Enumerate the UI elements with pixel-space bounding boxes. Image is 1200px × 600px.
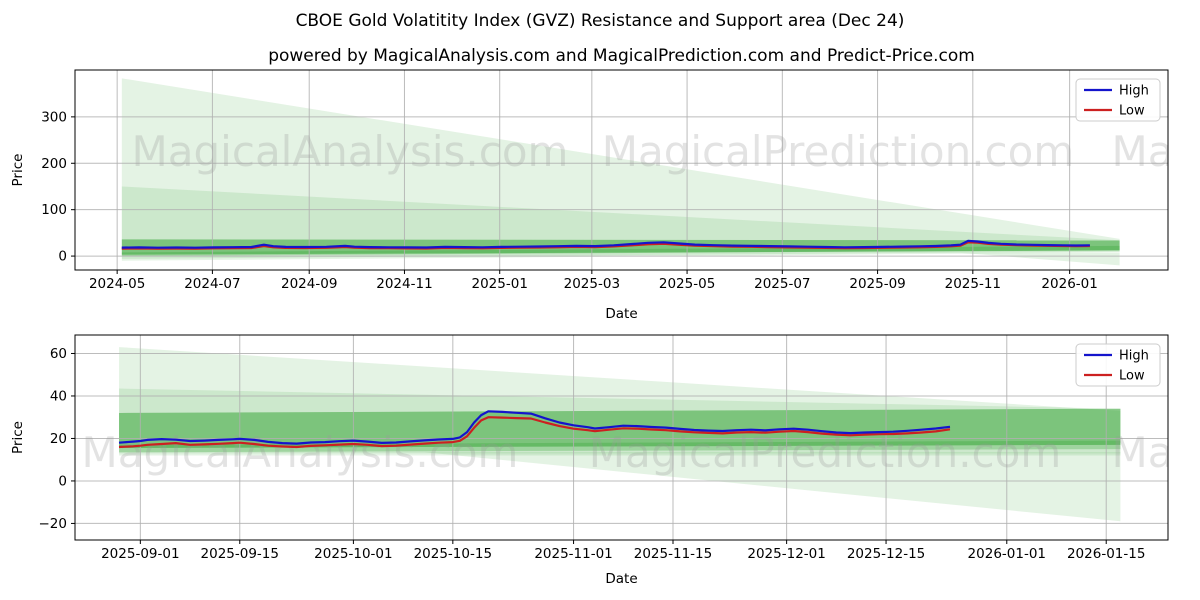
high-line [118, 410, 951, 445]
x-tick-label: 2025-10-01 [314, 546, 392, 562]
x-tick-label: 2024-09 [281, 276, 337, 292]
y-tick-label: 300 [41, 109, 67, 125]
plot-area: MagicalAnalysis.com MagicalPrediction.com… [75, 70, 1200, 270]
axes-spines [74, 69, 1169, 271]
watermark-text: MagicalAnalysis.com [1112, 127, 1200, 176]
legend: High Low [1075, 78, 1161, 122]
x-tick-label: 2025-09 [849, 276, 905, 292]
x-tick-label: 2024-11 [376, 276, 432, 292]
x-tick-label: 2025-12-01 [747, 546, 825, 562]
x-tick-label: 2025-12-15 [847, 546, 925, 562]
watermark-text: MagicalPrediction.com [602, 127, 1075, 176]
x-tick-label: 2025-01 [472, 276, 528, 292]
subplot-1: MagicalAnalysis.com MagicalPrediction.com… [10, 69, 1200, 322]
x-tick-label: 2025-05 [659, 276, 715, 292]
x-tick-label: 2025-11-01 [534, 546, 612, 562]
x-tick-label: 2025-09-01 [101, 546, 179, 562]
legend-label-low: Low [1119, 369, 1145, 384]
x-axis-label: Date [605, 306, 637, 322]
legend-label-high: High [1119, 349, 1149, 364]
x-tick-label: 2024-07 [184, 276, 240, 292]
watermark-text: MagicalAnalysis.com [82, 428, 519, 477]
x-tick-label: 2025-03 [564, 276, 620, 292]
x-tick-label: 2025-09-15 [201, 546, 279, 562]
x-tick-label: 2025-11 [945, 276, 1001, 292]
y-tick-label: 60 [50, 346, 67, 362]
watermark-text: MagicalAnalysis.com [132, 127, 569, 176]
y-axis-label: Price [10, 154, 26, 187]
y-tick-label: 100 [41, 202, 67, 218]
band-support-fan-lower [960, 252, 1120, 266]
x-tick-label: 2024-05 [89, 276, 145, 292]
axes-spines [74, 334, 1169, 541]
watermark-text: MagicalAnalysis.com [1112, 428, 1200, 477]
x-tick-label: 2025-11-15 [634, 546, 712, 562]
y-tick-label: 0 [58, 249, 67, 265]
band-support-fan-lower [424, 452, 1121, 522]
legend: High Low [1075, 343, 1161, 387]
chart-title: CBOE Gold Volatitity Index (GVZ) Resista… [295, 11, 905, 31]
y-tick-label: −20 [39, 516, 68, 532]
x-tick-label: 2025-07 [754, 276, 810, 292]
x-tick-label: 2026-01-15 [1067, 546, 1145, 562]
chart-subtitle: powered by MagicalAnalysis.com and Magic… [268, 46, 975, 66]
subplot-2: MagicalAnalysis.com MagicalPrediction.com… [10, 334, 1200, 587]
legend-label-high: High [1119, 84, 1149, 99]
y-tick-label: 20 [50, 431, 67, 447]
y-tick-label: 0 [58, 473, 67, 489]
plot-area: MagicalAnalysis.com MagicalPrediction.com… [75, 335, 1200, 540]
band-support-band-dark [119, 440, 1121, 453]
watermark-text: MagicalPrediction.com [589, 428, 1062, 477]
y-axis-label: Price [10, 421, 26, 454]
high-line [121, 239, 1090, 249]
y-tick-label: 200 [41, 156, 67, 172]
x-tick-label: 2025-10-15 [414, 546, 492, 562]
legend-label-low: Low [1119, 104, 1145, 119]
low-line [118, 416, 951, 449]
y-tick-label: 40 [50, 388, 67, 404]
x-tick-label: 2026-01-01 [968, 546, 1046, 562]
x-axis-label: Date [605, 571, 637, 587]
x-tick-label: 2026-01 [1041, 276, 1097, 292]
band-resistance-fan-outer [121, 78, 1120, 261]
